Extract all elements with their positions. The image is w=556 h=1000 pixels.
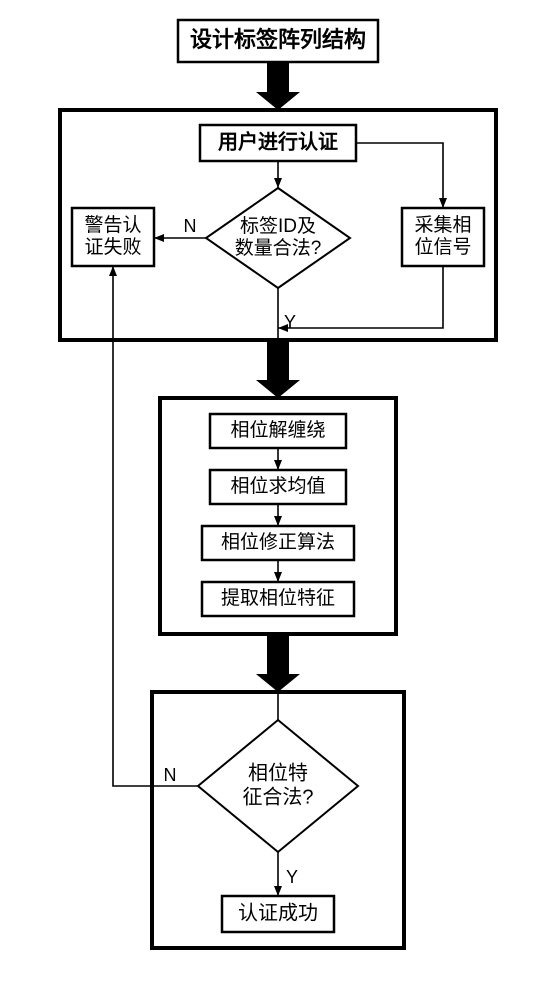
collect-l1: 采集相 — [414, 214, 471, 236]
warn-l2: 证失败 — [84, 236, 141, 258]
big-arrow-1 — [256, 340, 300, 398]
flowchart-svg: 设计标签阵列结构用户进行认证标签ID及数量合法? 警告认证失败 采集相位信号 N Y 相位… — [0, 0, 556, 1000]
warn-l1: 警告认 — [84, 214, 141, 236]
g2-box-2-label: 相位修正算法 — [221, 531, 335, 553]
decision-2-l1: 相位特 — [248, 761, 308, 784]
collect-l2: 位信号 — [414, 236, 471, 258]
top-box-label: 设计标签阵列结构 — [190, 27, 366, 52]
success-label: 认证成功 — [238, 901, 318, 924]
decision-1-l1: 标签ID及 — [240, 215, 316, 237]
decision-2-l2: 征合法? — [242, 785, 313, 808]
big-arrow-0 — [256, 62, 300, 110]
g2-box-3-label: 提取相位特征 — [221, 587, 335, 609]
decision-1-l2: 数量合法? — [235, 237, 322, 259]
g3-label-Y: Y — [286, 867, 298, 887]
g3-label-N: N — [164, 765, 177, 785]
g2-box-1-label: 相位求均值 — [230, 475, 325, 497]
user-auth-label: 用户进行认证 — [218, 129, 338, 153]
g1-label-N: N — [184, 216, 197, 236]
big-arrow-2 — [256, 634, 300, 692]
g2-box-0-label: 相位解缠绕 — [230, 419, 325, 441]
